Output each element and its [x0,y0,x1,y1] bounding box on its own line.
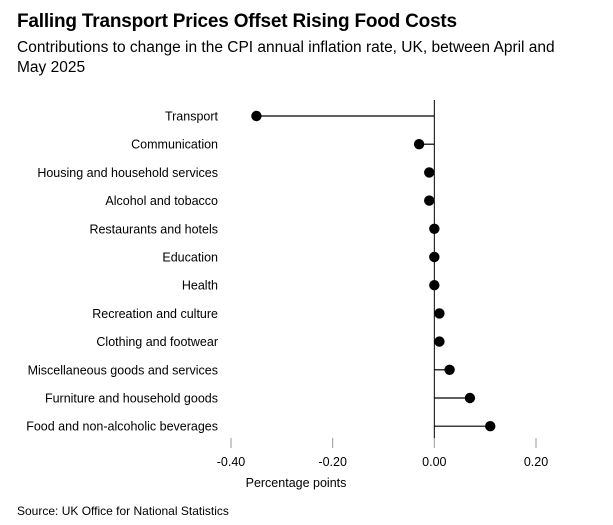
source-note: Source: UK Office for National Statistic… [17,504,229,518]
category-labels: Transport Communication Housing and househ… [26,110,218,434]
x-tick-label: -0.20 [318,455,347,469]
category-label: Health [182,279,218,293]
category-label: Transport [165,110,219,124]
category-label: Furniture and household goods [45,392,218,406]
chart-subtitle: Contributions to change in the CPI annua… [17,39,555,76]
x-tick-label: 0.00 [422,455,446,469]
data-point [485,421,496,432]
stems-group [256,115,491,427]
category-label: Education [162,251,218,265]
data-point [413,139,425,150]
data-point [434,336,445,347]
x-axis-label: Percentage points [246,476,347,490]
x-tick-label: 0.20 [524,455,548,469]
data-point [429,280,440,291]
data-point [424,167,435,178]
category-label: Housing and household services [37,166,218,180]
category-label: Food and non-alcoholic beverages [26,420,218,434]
dots-group [251,110,496,432]
data-point [429,223,440,234]
category-label: Restaurants and hotels [89,222,218,236]
category-label: Clothing and footwear [96,335,218,349]
category-label: Recreation and culture [92,307,218,321]
data-point [424,195,435,206]
data-point [434,308,445,319]
chart-title: Falling Transport Prices Offset Rising F… [17,11,457,32]
x-tick-label: -0.40 [217,455,246,469]
category-label: Alcohol and tobacco [105,194,218,208]
data-point [429,251,440,263]
x-axis: -0.40 -0.20 0.00 0.20 [217,438,548,469]
data-point [444,364,455,375]
category-label: Miscellaneous goods and services [28,363,218,377]
data-point [251,110,262,122]
data-point [464,392,476,404]
category-label: Communication [131,138,218,152]
